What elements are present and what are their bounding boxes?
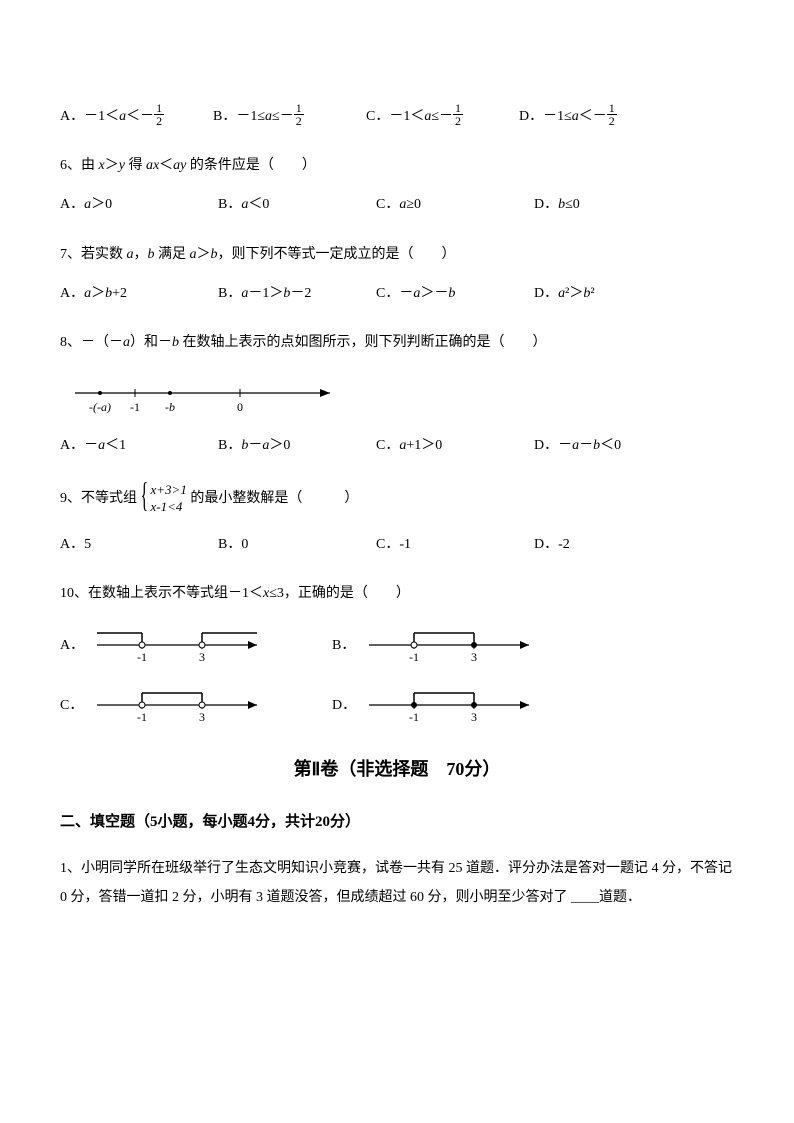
number-line-d: -1 3 xyxy=(364,683,544,725)
q8-opt-d: D．－a－b＜0 xyxy=(534,433,684,458)
q9-opt-c: C．-1 xyxy=(376,532,526,557)
number-line-c: -1 3 xyxy=(92,683,272,725)
svg-text:-(-a): -(-a) xyxy=(89,400,111,414)
q9: 9、不等式组 x+3>1 x-1<4 的最小整数解是（ ） A．5 B．0 C．… xyxy=(60,482,734,557)
q5-options: A．－1＜a＜－12 B．－1≤a≤－12 C．－1＜a≤－12 D．－1≤a＜… xyxy=(60,104,734,129)
svg-text:3: 3 xyxy=(199,650,205,664)
q9-opt-d: D．-2 xyxy=(534,532,684,557)
svg-text:3: 3 xyxy=(471,710,477,724)
svg-text:-1: -1 xyxy=(137,710,147,724)
q10-opt-d-label: D． xyxy=(332,683,364,718)
q6-opt-c: C．a≥0 xyxy=(376,192,526,217)
q5-opt-d: D．－1≤a＜－12 xyxy=(519,104,664,129)
q8-opt-c: C．a+1＞0 xyxy=(376,433,526,458)
q10-opt-a-label: A． xyxy=(60,623,92,658)
q8-opt-b: B．b－a＞0 xyxy=(218,433,368,458)
number-line-q8: -(-a) -1 -b 0 xyxy=(70,373,350,423)
q7-opt-d: D．a²＞b² xyxy=(534,281,684,306)
q5-opt-c: C．－1＜a≤－12 xyxy=(366,104,511,129)
number-line-b: -1 3 xyxy=(364,623,544,665)
q8: 8、－（－a）和－b 在数轴上表示的点如图所示，则下列判断正确的是（ ） -(-… xyxy=(60,330,734,458)
q10: 10、在数轴上表示不等式组－1＜x≤3，正确的是（ ） A． -1 3 B． xyxy=(60,581,734,724)
svg-text:-1: -1 xyxy=(409,650,419,664)
q7: 7、若实数 a，b 满足 a＞b，则下列不等式一定成立的是（ ） A．a＞b+2… xyxy=(60,242,734,306)
q7-opt-c: C．－a＞－b xyxy=(376,281,526,306)
number-line-a: -1 3 xyxy=(92,623,272,665)
section-title: 第Ⅱ卷（非选择题 70分） xyxy=(60,753,734,785)
q5-opt-b: B．－1≤a≤－12 xyxy=(213,104,358,129)
fill-q1: 1、小明同学所在班级举行了生态文明知识小竞赛，试卷一共有 25 道题．评分办法是… xyxy=(60,854,734,913)
svg-text:-1: -1 xyxy=(130,400,140,414)
q6-opt-a: A．a＞0 xyxy=(60,192,210,217)
svg-text:3: 3 xyxy=(471,650,477,664)
q6: 6、由 x＞y 得 ax＜ay 的条件应是（ ） A．a＞0 B．a＜0 C．a… xyxy=(60,153,734,217)
q5-opt-a: A．－1＜a＜－12 xyxy=(60,104,205,129)
q7-opt-a: A．a＞b+2 xyxy=(60,281,210,306)
q8-opt-a: A．－a＜1 xyxy=(60,433,210,458)
q9-opt-a: A．5 xyxy=(60,532,210,557)
q10-opt-b-label: B． xyxy=(332,623,364,658)
svg-text:-b: -b xyxy=(165,400,175,414)
fill-blank-heading: 二、填空题（5小题，每小题4分，共计20分） xyxy=(60,809,734,836)
svg-text:-1: -1 xyxy=(137,650,147,664)
svg-text:3: 3 xyxy=(199,710,205,724)
q9-opt-b: B．0 xyxy=(218,532,368,557)
svg-text:-1: -1 xyxy=(409,710,419,724)
svg-text:0: 0 xyxy=(237,400,243,414)
q6-opt-d: D．b≤0 xyxy=(534,192,684,217)
q10-opt-c-label: C． xyxy=(60,683,92,718)
q6-opt-b: B．a＜0 xyxy=(218,192,368,217)
q7-opt-b: B．a－1＞b－2 xyxy=(218,281,368,306)
